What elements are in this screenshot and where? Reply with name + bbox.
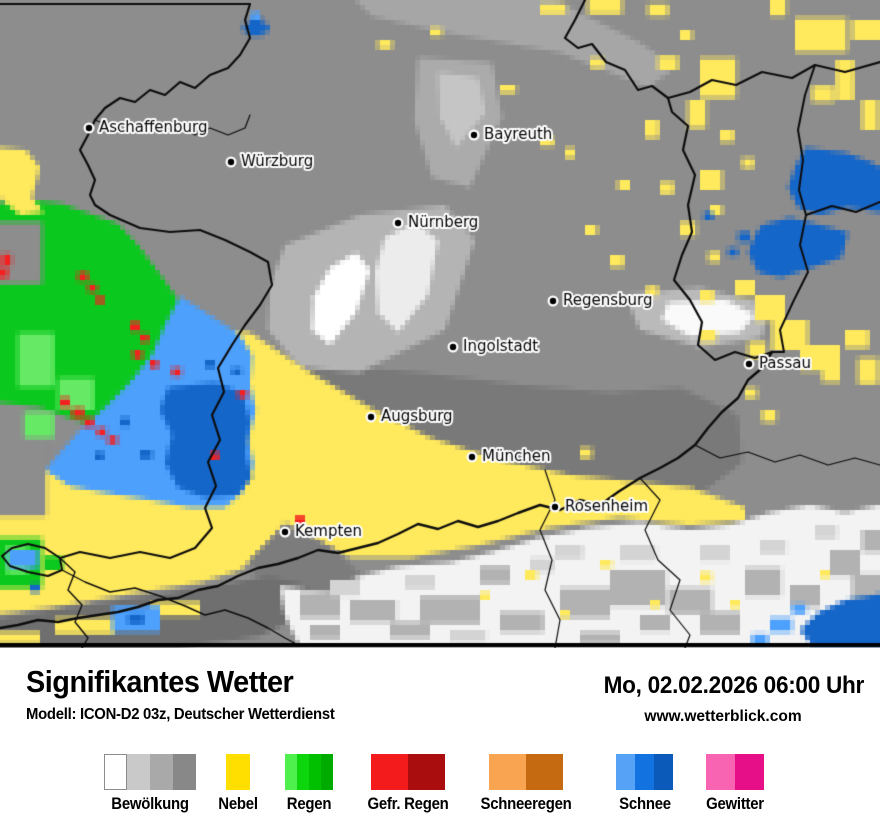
legend-label-gefr-regen: Gefr. Regen bbox=[367, 794, 449, 813]
legend-color-cell bbox=[127, 754, 150, 790]
legend-label-schneeregen: Schneeregen bbox=[480, 794, 572, 813]
website-url: www.wetterblick.com bbox=[644, 708, 802, 725]
legend-color-cell bbox=[706, 754, 735, 790]
legend-color-cell bbox=[408, 754, 445, 790]
legend-label-regen: Regen bbox=[286, 794, 332, 813]
legend-color-cell bbox=[321, 754, 333, 790]
legend-label-bewoelkung: Bewölkung bbox=[111, 794, 189, 813]
legend-item-gefr-regen: Gefr. Regen bbox=[367, 754, 449, 813]
legend-color-cell bbox=[735, 754, 764, 790]
legend-label-schnee: Schnee bbox=[618, 794, 671, 813]
legend-item-schnee: Schnee bbox=[616, 754, 673, 813]
legend-item-schneeregen: Schneeregen bbox=[480, 754, 572, 813]
weather-map-canvas bbox=[0, 0, 880, 648]
legend-color-cell bbox=[150, 754, 173, 790]
legend-item-nebel: Nebel bbox=[218, 754, 258, 813]
valid-datetime: Mo, 02.02.2026 06:00 Uhr bbox=[603, 672, 865, 699]
legend-swatch-schneeregen bbox=[489, 754, 563, 790]
legend-swatch-nebel bbox=[226, 754, 250, 790]
legend-label-gewitter: Gewitter bbox=[706, 794, 764, 813]
legend-swatch-gewitter bbox=[706, 754, 764, 790]
legend-color-cell bbox=[654, 754, 673, 790]
legend-item-bewoelkung: Bewölkung bbox=[104, 754, 196, 813]
legend-color-cell bbox=[173, 754, 196, 790]
legend-color-cell bbox=[526, 754, 563, 790]
legend-color-cell bbox=[371, 754, 408, 790]
legend-color-cell bbox=[285, 754, 297, 790]
legend-label-nebel: Nebel bbox=[218, 794, 258, 813]
legend-swatch-regen bbox=[285, 754, 333, 790]
legend-color-cell bbox=[489, 754, 526, 790]
legend-item-regen: Regen bbox=[285, 754, 333, 813]
legend-color-cell bbox=[226, 754, 250, 790]
legend-color-cell bbox=[104, 754, 127, 790]
page-title: Signifikantes Wetter bbox=[26, 664, 294, 699]
legend-swatch-schnee bbox=[616, 754, 673, 790]
legend-color-cell bbox=[297, 754, 309, 790]
legend-color-cell bbox=[616, 754, 635, 790]
legend-swatch-bewoelkung bbox=[104, 754, 196, 790]
legend-item-gewitter: Gewitter bbox=[706, 754, 764, 813]
model-info: Modell: ICON-D2 03z, Deutscher Wetterdie… bbox=[26, 706, 335, 723]
legend-swatch-gefr-regen bbox=[371, 754, 445, 790]
legend-color-cell bbox=[635, 754, 654, 790]
legend-color-cell bbox=[309, 754, 321, 790]
